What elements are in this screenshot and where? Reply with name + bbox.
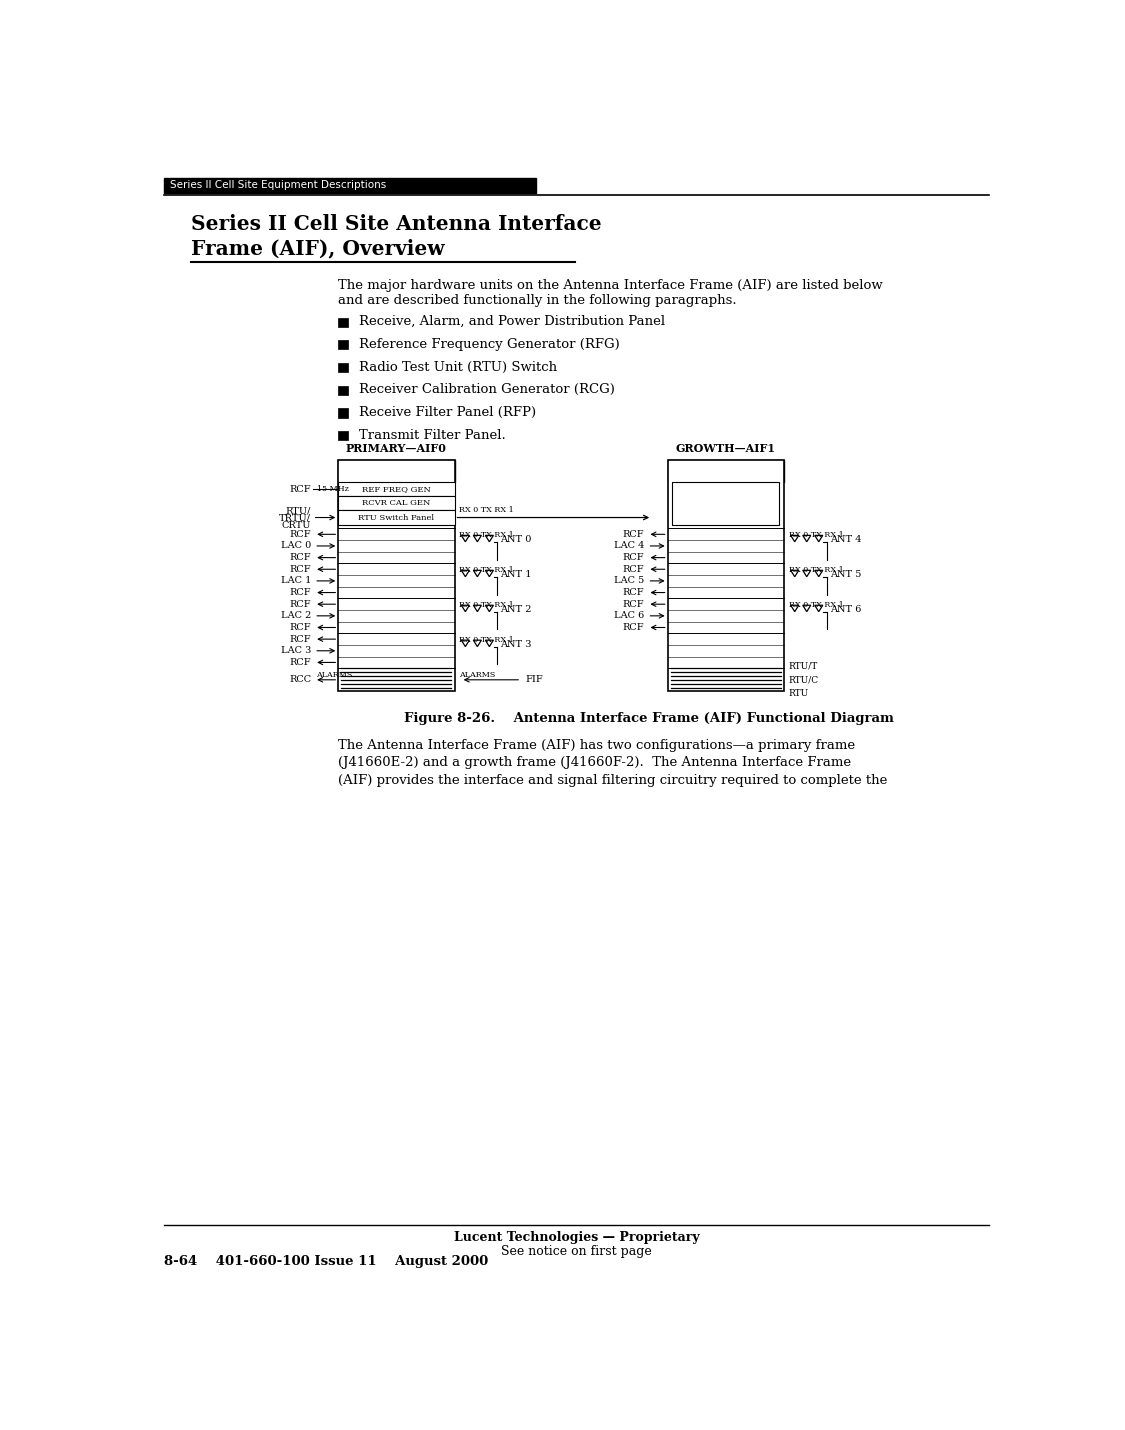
Text: Transmit Filter Panel.: Transmit Filter Panel. [359,429,506,442]
Bar [339,511,455,525]
Bar [339,409,348,418]
Text: 8-64    401-660-100 Issue 11    August 2000: 8-64 401-660-100 Issue 11 August 2000 [164,1256,488,1268]
Text: RX 0 TX RX 1: RX 0 TX RX 1 [459,531,514,539]
Bar [667,460,784,691]
Text: RTU/C: RTU/C [789,675,819,685]
Text: Series II Cell Site Equipment Descriptions: Series II Cell Site Equipment Descriptio… [170,180,386,190]
Text: RCF: RCF [623,553,645,562]
Text: Lucent Technologies — Proprietary: Lucent Technologies — Proprietary [453,1231,700,1244]
Text: RCF: RCF [289,623,312,632]
Bar [339,386,348,395]
Text: (J41660E-2) and a growth frame (J41660F-2).  The Antenna Interface Frame: (J41660E-2) and a growth frame (J41660F-… [339,756,852,769]
Text: RTU/T: RTU/T [789,662,818,671]
Bar [339,430,348,440]
Text: FIF: FIF [525,675,542,685]
Text: RCF: RCF [623,565,645,573]
Bar [667,460,784,482]
Text: RCF: RCF [289,553,312,562]
Text: LAC 4: LAC 4 [614,542,645,551]
Text: RCVR CAL GEN: RCVR CAL GEN [362,499,431,508]
Bar [339,496,455,511]
Text: RCF: RCF [289,565,312,573]
Text: ANT 5: ANT 5 [829,571,861,579]
Text: RX 0 TX RX 1: RX 0 TX RX 1 [789,531,844,539]
Text: RCF: RCF [289,588,312,598]
Text: PRIMARY—AIF0: PRIMARY—AIF0 [346,443,447,455]
Text: RCF: RCF [623,588,645,598]
Text: ANT 2: ANT 2 [501,605,532,613]
Bar [339,363,348,372]
Text: and are described functionally in the following paragraphs.: and are described functionally in the fo… [339,295,737,307]
Text: LAC 3: LAC 3 [281,646,312,655]
Text: RX 0 TX RX 1: RX 0 TX RX 1 [459,506,514,513]
Text: RX 0 TX RX 1: RX 0 TX RX 1 [459,566,514,573]
Text: ANT 1: ANT 1 [501,571,532,579]
Text: RX 0 TX RX 1: RX 0 TX RX 1 [459,601,514,609]
Text: Series II Cell Site Antenna Interface: Series II Cell Site Antenna Interface [191,214,602,235]
Text: The major hardware units on the Antenna Interface Frame (AIF) are listed below: The major hardware units on the Antenna … [339,279,883,292]
Text: Receiver Calibration Generator (RCG): Receiver Calibration Generator (RCG) [359,383,615,396]
Text: 15 MHz: 15 MHz [316,485,349,493]
Text: RCF: RCF [623,623,645,632]
Text: LAC 2: LAC 2 [281,612,312,621]
Text: RTU/: RTU/ [286,506,312,515]
Text: REF FREQ GEN: REF FREQ GEN [362,485,431,493]
Text: RCF: RCF [289,485,312,493]
Text: RTU: RTU [789,689,809,698]
Text: Radio Test Unit (RTU) Switch: Radio Test Unit (RTU) Switch [359,360,557,373]
Text: RX 0 TX RX 1: RX 0 TX RX 1 [789,566,844,573]
Text: RCF: RCF [623,531,645,539]
Text: ANT 0: ANT 0 [501,535,532,543]
Text: RX 0 TX RX 1: RX 0 TX RX 1 [789,601,844,609]
Text: Receive Filter Panel (RFP): Receive Filter Panel (RFP) [359,406,537,419]
Bar [673,482,780,525]
Text: RTU Switch Panel: RTU Switch Panel [358,513,434,522]
Text: RCF: RCF [623,599,645,609]
Text: LAC 5: LAC 5 [614,576,645,585]
Text: RCC: RCC [289,675,312,685]
Bar [339,482,455,496]
Text: Figure 8-26.    Antenna Interface Frame (AIF) Functional Diagram: Figure 8-26. Antenna Interface Frame (AI… [404,712,894,725]
Text: RCF: RCF [289,531,312,539]
Text: ALARMS: ALARMS [459,671,495,679]
Bar [339,460,455,482]
Text: LAC 6: LAC 6 [614,612,645,621]
Text: ANT 6: ANT 6 [829,605,861,613]
Text: (AIF) provides the interface and signal filtering circuitry required to complete: (AIF) provides the interface and signal … [339,774,888,786]
Bar [339,460,455,691]
Text: See notice on first page: See notice on first page [502,1244,652,1257]
Text: Frame (AIF), Overview: Frame (AIF), Overview [191,239,444,259]
Bar [339,340,348,349]
Text: CRTU: CRTU [281,522,312,531]
Text: GROWTH—AIF1: GROWTH—AIF1 [676,443,776,455]
Text: ANT 3: ANT 3 [501,639,532,649]
Bar [339,317,348,326]
Text: RX 0 TX RX 1: RX 0 TX RX 1 [459,635,514,644]
Text: RCF: RCF [289,658,312,666]
Text: Receive, Alarm, and Power Distribution Panel: Receive, Alarm, and Power Distribution P… [359,315,665,329]
Text: Reference Frequency Generator (RFG): Reference Frequency Generator (RFG) [359,337,620,350]
Text: TRTU/: TRTU/ [279,513,312,523]
Text: LAC 1: LAC 1 [281,576,312,585]
Bar [164,177,536,193]
Text: RCF: RCF [289,599,312,609]
Text: RCF: RCF [289,635,312,644]
Text: ANT 4: ANT 4 [829,535,861,543]
Text: LAC 0: LAC 0 [281,542,312,551]
Text: The Antenna Interface Frame (AIF) has two configurations—a primary frame: The Antenna Interface Frame (AIF) has tw… [339,739,855,752]
Text: ALARMS: ALARMS [316,671,352,679]
